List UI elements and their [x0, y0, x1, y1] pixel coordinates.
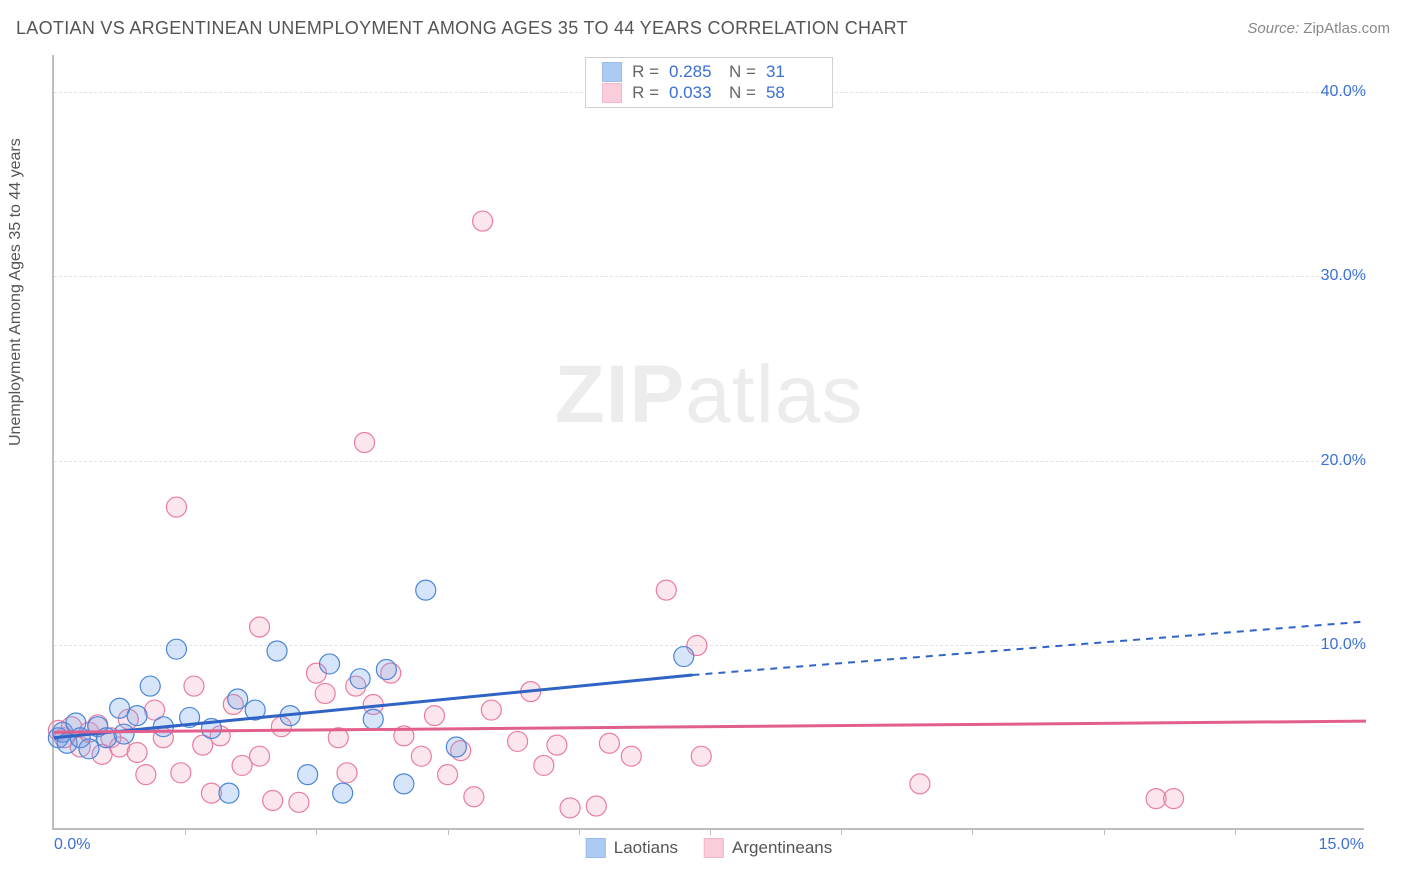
- scatter-point: [127, 743, 147, 763]
- x-tick: [579, 828, 580, 835]
- scatter-point: [376, 659, 396, 679]
- scatter-point: [250, 746, 270, 766]
- scatter-point: [140, 676, 160, 696]
- scatter-point: [333, 783, 353, 803]
- scatter-point: [586, 796, 606, 816]
- x-tick: [972, 828, 973, 835]
- x-tick-label-min: 0.0%: [54, 836, 90, 854]
- scatter-point: [438, 765, 458, 785]
- x-tick: [185, 828, 186, 835]
- scatter-point: [508, 731, 528, 751]
- stat-n-label: N =: [729, 62, 756, 82]
- legend-item: Laotians: [586, 838, 678, 858]
- scatter-point: [411, 746, 431, 766]
- stat-legend: R = 0.285 N = 31 R = 0.033 N = 58: [585, 57, 833, 108]
- stat-r-label: R =: [632, 62, 659, 82]
- legend-swatch: [602, 62, 622, 82]
- scatter-point: [363, 709, 383, 729]
- legend-swatch: [704, 838, 724, 858]
- stat-legend-row: R = 0.285 N = 31: [602, 62, 816, 82]
- scatter-point: [79, 739, 99, 759]
- x-tick: [1235, 828, 1236, 835]
- scatter-point: [114, 724, 134, 744]
- scatter-point: [481, 700, 501, 720]
- x-tick: [1104, 828, 1105, 835]
- scatter-point: [263, 790, 283, 810]
- scatter-point: [656, 580, 676, 600]
- y-axis-label: Unemployment Among Ages 35 to 44 years: [7, 138, 25, 446]
- scatter-point: [184, 676, 204, 696]
- scatter-svg: [54, 55, 1364, 828]
- x-tick: [448, 828, 449, 835]
- chart-title: LAOTIAN VS ARGENTINEAN UNEMPLOYMENT AMON…: [16, 18, 908, 39]
- scatter-point: [599, 733, 619, 753]
- legend-swatch: [602, 83, 622, 103]
- source-value: ZipAtlas.com: [1303, 20, 1390, 37]
- x-tick: [316, 828, 317, 835]
- source-attribution: Source: ZipAtlas.com: [1247, 20, 1390, 37]
- scatter-point: [136, 765, 156, 785]
- scatter-point: [219, 783, 239, 803]
- stat-n-value: 31: [766, 62, 816, 82]
- stat-r-value: 0.033: [669, 83, 719, 103]
- scatter-point: [560, 798, 580, 818]
- scatter-point: [127, 706, 147, 726]
- scatter-point: [1164, 789, 1184, 809]
- scatter-point: [621, 746, 641, 766]
- scatter-point: [267, 641, 287, 661]
- stat-legend-row: R = 0.033 N = 58: [602, 83, 816, 103]
- scatter-point: [691, 746, 711, 766]
- trend-line: [54, 721, 1366, 732]
- scatter-point: [446, 737, 466, 757]
- scatter-point: [355, 433, 375, 453]
- scatter-point: [394, 774, 414, 794]
- scatter-point: [228, 689, 248, 709]
- source-label: Source:: [1247, 20, 1299, 37]
- x-tick: [841, 828, 842, 835]
- series-legend: Laotians Argentineans: [586, 838, 832, 858]
- scatter-point: [534, 755, 554, 775]
- scatter-point: [166, 639, 186, 659]
- scatter-point: [166, 497, 186, 517]
- scatter-point: [337, 763, 357, 783]
- x-tick-label-max: 15.0%: [1319, 836, 1364, 854]
- scatter-point: [416, 580, 436, 600]
- scatter-point: [473, 211, 493, 231]
- scatter-point: [547, 735, 567, 755]
- scatter-point: [464, 787, 484, 807]
- legend-label: Argentineans: [732, 838, 832, 858]
- legend-item: Argentineans: [704, 838, 832, 858]
- scatter-point: [910, 774, 930, 794]
- stat-n-label: N =: [729, 83, 756, 103]
- stat-r-label: R =: [632, 83, 659, 103]
- scatter-point: [315, 683, 335, 703]
- legend-label: Laotians: [614, 838, 678, 858]
- scatter-point: [250, 617, 270, 637]
- stat-r-value: 0.285: [669, 62, 719, 82]
- legend-swatch: [586, 838, 606, 858]
- scatter-point: [232, 755, 252, 775]
- scatter-point: [289, 792, 309, 812]
- scatter-point: [320, 654, 340, 674]
- scatter-point: [424, 706, 444, 726]
- plot-area: ZIPatlas 10.0%20.0%30.0%40.0% 0.0% 15.0%…: [52, 55, 1364, 830]
- stat-n-value: 58: [766, 83, 816, 103]
- scatter-point: [674, 647, 694, 667]
- scatter-point: [350, 669, 370, 689]
- scatter-point: [171, 763, 191, 783]
- scatter-point: [298, 765, 318, 785]
- x-tick: [710, 828, 711, 835]
- trend-line-extrapolated: [693, 621, 1366, 675]
